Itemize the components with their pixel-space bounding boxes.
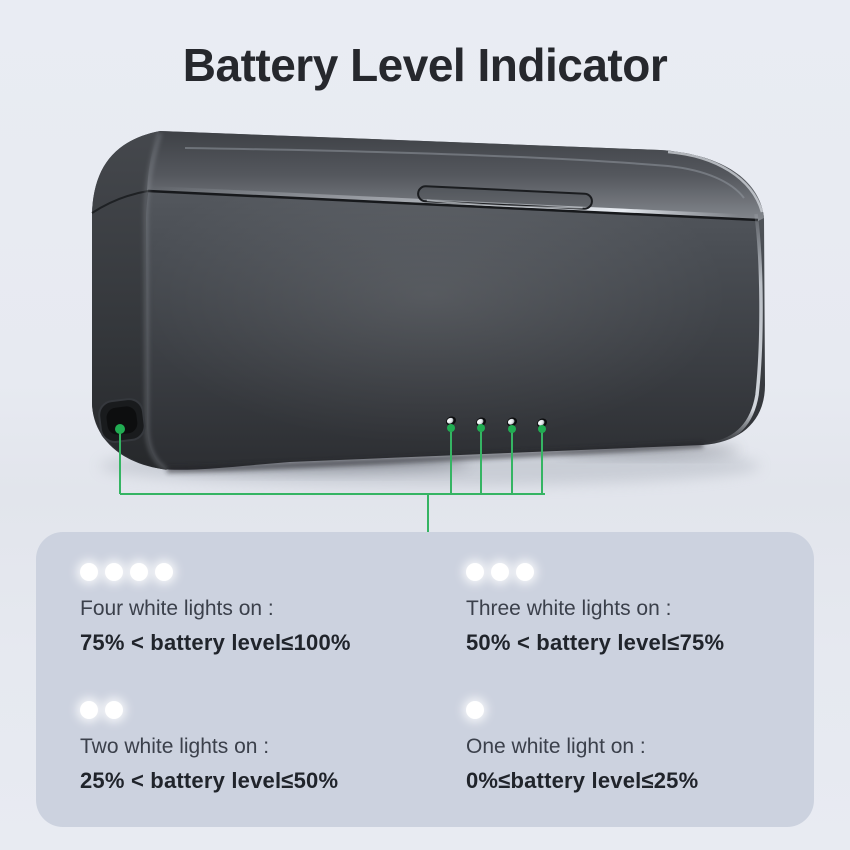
legend-range: 0%≤battery level≤25% (466, 768, 699, 794)
lid-notch (417, 185, 593, 210)
legend-item-one-light: One white light on : 0%≤battery level≤25… (466, 701, 790, 827)
top-right-corner-highlight (667, 150, 764, 213)
legend-range: 50% < battery level≤75% (466, 630, 725, 656)
page-title: Battery Level Indicator (182, 39, 668, 91)
white-light-dot (491, 563, 509, 581)
white-light-dot (130, 563, 148, 581)
white-light-dot (155, 563, 173, 581)
white-light-dot (105, 563, 123, 581)
white-light-dot (80, 701, 98, 719)
legend-item-four-lights: Four white lights on : 75% < battery lev… (80, 563, 466, 701)
left-edge-highlight (144, 132, 168, 472)
legend-label: Three white lights on : (466, 597, 672, 620)
bottom-rim-shadow (166, 442, 704, 473)
white-light-dot (516, 563, 534, 581)
legend-label: One white light on : (466, 735, 646, 758)
device-left-face (92, 131, 173, 470)
right-edge-highlight (709, 213, 763, 446)
usb-green-dot (115, 424, 125, 434)
battery-led-4 (537, 418, 547, 428)
lid-seam (147, 189, 759, 222)
led-green-dot-3 (508, 425, 516, 433)
legend-label: Four white lights on : (80, 597, 274, 620)
battery-led-3 (507, 417, 517, 427)
legend-range: 75% < battery level≤100% (80, 630, 351, 656)
led-green-dot-4 (538, 425, 546, 433)
front-face-sheen (130, 145, 730, 445)
legend-label: Two white lights on : (80, 735, 270, 758)
light-dots-row (466, 701, 484, 719)
led-green-dot-1 (447, 424, 455, 432)
white-light-dot (466, 563, 484, 581)
lid-seam-left-face (91, 190, 149, 214)
legend-item-two-lights: Two white lights on : 25% < battery leve… (80, 701, 466, 827)
callout-lines (119, 428, 545, 533)
light-dots-row (466, 563, 534, 581)
light-dots-row (80, 701, 123, 719)
battery-legend-panel: Four white lights on : 75% < battery lev… (36, 532, 814, 827)
light-dots-row (80, 563, 173, 581)
legend-range: 25% < battery level≤50% (80, 768, 339, 794)
battery-led-1 (446, 416, 456, 426)
usb-c-port (98, 398, 146, 443)
led-green-dot-2 (477, 424, 485, 432)
battery-led-2 (476, 417, 486, 427)
lid-top-groove (184, 147, 745, 199)
legend-item-three-lights: Three white lights on : 50% < battery le… (466, 563, 790, 701)
white-light-dot (466, 701, 484, 719)
white-light-dot (80, 563, 98, 581)
white-light-dot (105, 701, 123, 719)
